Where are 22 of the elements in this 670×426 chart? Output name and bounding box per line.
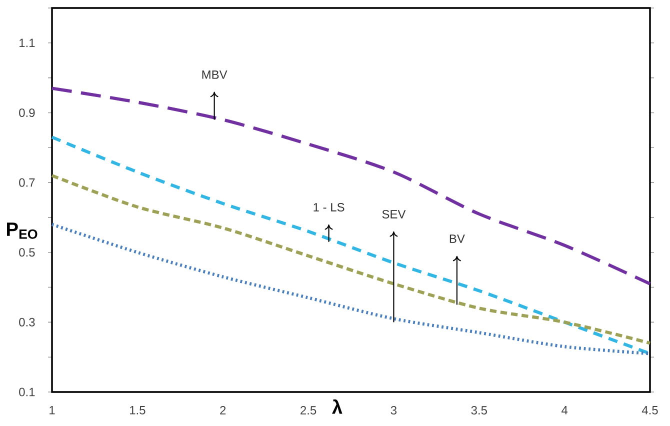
annotation: BV: [450, 234, 465, 243]
x-tick-label: 4: [562, 406, 568, 414]
x-tick-label: 4.5: [642, 406, 658, 414]
line-series: [50, 86, 652, 286]
y-tick-label: 1.1: [20, 38, 35, 48]
annotation: 1 - LS: [314, 202, 344, 212]
line-series: [50, 174, 652, 345]
y-tick-label: 0.5: [19, 248, 35, 257]
annotation: SEV: [382, 210, 406, 218]
x-tick-label: 3.5: [471, 406, 487, 415]
y-tick-label: 0.9: [19, 108, 35, 117]
x-tick-label: 1: [50, 406, 55, 414]
x-tick-label: 2.5: [300, 406, 316, 415]
x-tick-label: 3: [390, 406, 397, 415]
y-tick-label: 0.3: [19, 318, 35, 326]
x-axis-title: λ: [332, 399, 342, 414]
y-axis-title: P$_{EO}$: [7, 222, 38, 239]
y-tick-label: 0.7: [19, 178, 35, 187]
x-tick-label: 1.5: [130, 406, 146, 414]
x-tick-label: 2: [220, 406, 226, 414]
y-tick-label: 0.1: [19, 388, 35, 396]
annotation: MBV: [202, 70, 228, 79]
